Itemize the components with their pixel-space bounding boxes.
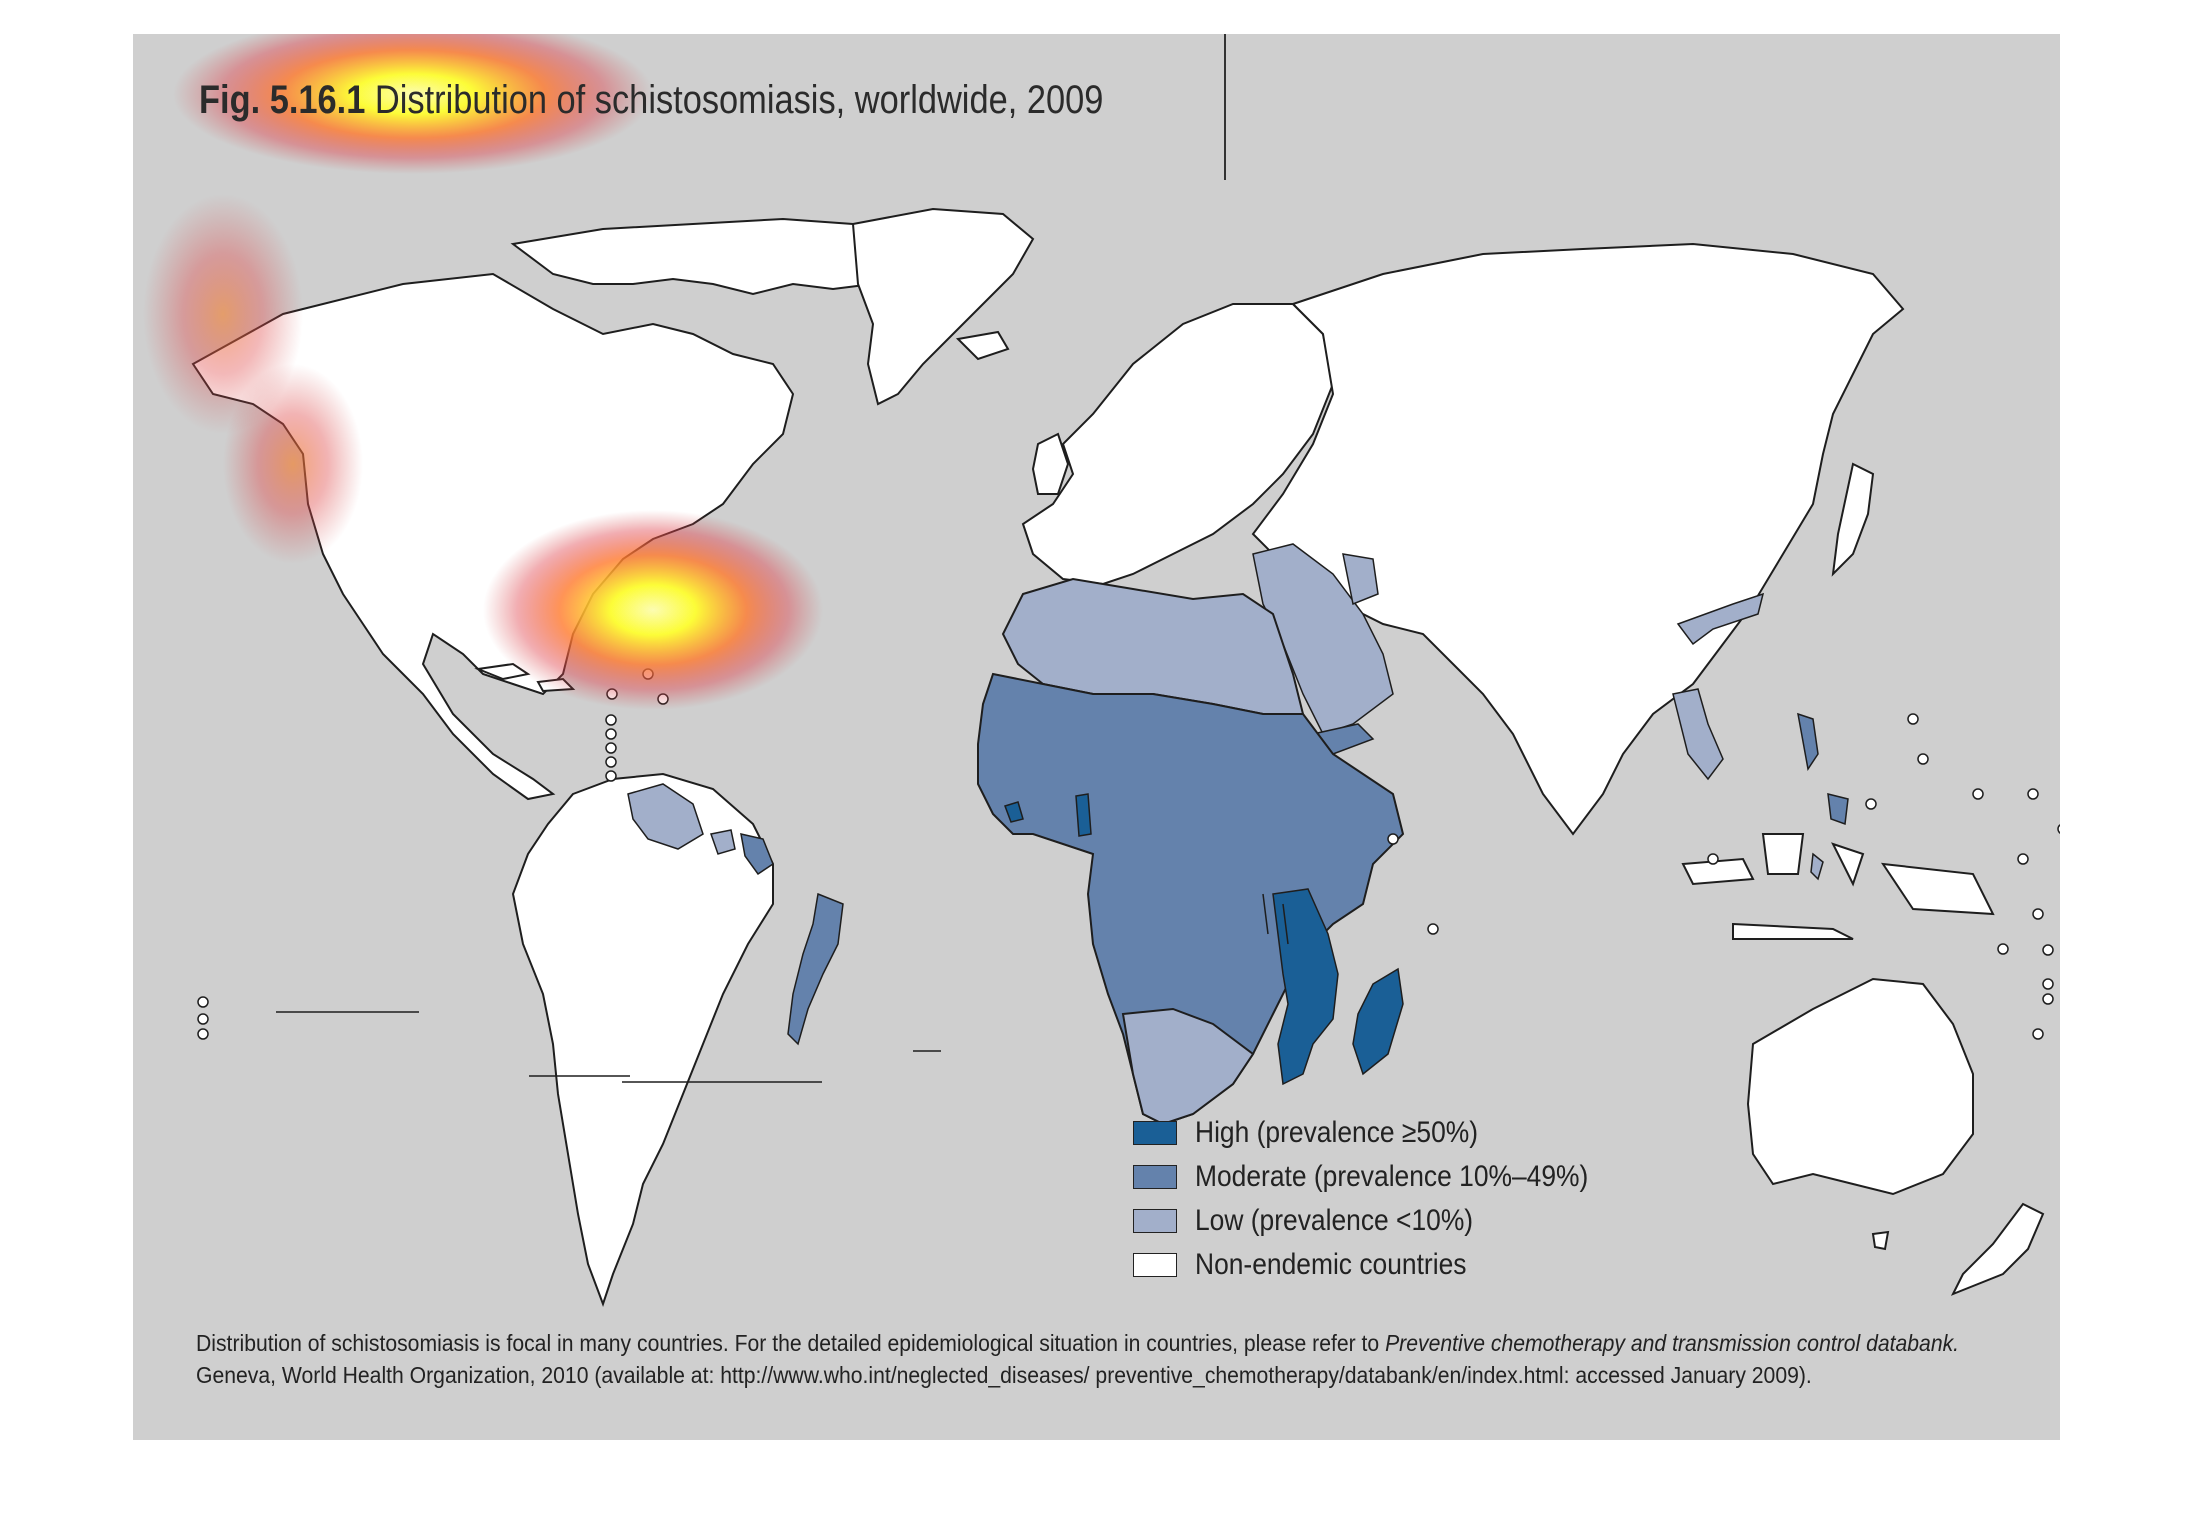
- suriname-low: [710, 829, 736, 855]
- japan: [1831, 462, 1875, 577]
- brazil-east-moderate: [787, 892, 844, 1046]
- legend-label-non-endemic: Non-endemic countries: [1195, 1248, 1467, 1281]
- legend-item-high: High (prevalence ≥50%): [1133, 1111, 1642, 1155]
- venezuela-low: [627, 783, 704, 850]
- footnote-line-1-text: Distribution of schistosomiasis is focal…: [196, 1330, 1386, 1356]
- laos-cambodia-low: [1672, 688, 1724, 781]
- map-panel: Fig. 5.16.1 Distribution of schistosomia…: [133, 34, 2060, 1440]
- legend-item-low: Low (prevalence <10%): [1133, 1199, 1642, 1243]
- philippines-moderate: [1797, 712, 1849, 826]
- sierra-leone-high: [1004, 801, 1024, 823]
- figure-title: Fig. 5.16.1 Distribution of schistosomia…: [199, 78, 1103, 123]
- canada-arctic-islands: [510, 217, 905, 296]
- tasmania: [1871, 1230, 1890, 1251]
- title-divider: [1224, 34, 1226, 180]
- figure-number: Fig. 5.16.1: [199, 78, 366, 122]
- attention-heatmap: [143, 34, 823, 710]
- legend-swatch-low: [1133, 1209, 1177, 1233]
- iceland: [955, 330, 1010, 361]
- ghana-high: [1075, 793, 1092, 837]
- south-america: [511, 772, 774, 1307]
- island-markers: [197, 668, 2060, 1040]
- map-rules: [276, 1011, 941, 1083]
- new-zealand: [1950, 1202, 2045, 1296]
- legend-swatch-non-endemic: [1133, 1253, 1177, 1277]
- africa-south-low: [1121, 1007, 1255, 1126]
- uk-ireland: [1031, 432, 1070, 495]
- australia: [1746, 977, 1974, 1196]
- legend-item-non-endemic: Non-endemic countries: [1133, 1243, 1642, 1287]
- figure-title-text: Distribution of schistosomiasis, worldwi…: [374, 78, 1104, 122]
- east-africa-high: [1272, 888, 1339, 1086]
- sulawesi-low: [1810, 852, 1824, 881]
- footnote-line-2: Geneva, World Health Organization, 2010 …: [196, 1362, 1812, 1388]
- lake-lines: [1262, 893, 1289, 945]
- footnote-databank-title: Preventive chemotherapy and transmission…: [1385, 1330, 1960, 1356]
- brazil-north-moderate: [740, 833, 774, 876]
- europe: [1021, 303, 1335, 586]
- legend-label-moderate: Moderate (prevalence 10%–49%): [1195, 1160, 1589, 1193]
- china-yangtze-low: [1676, 592, 1765, 646]
- world-map: [143, 34, 2060, 1307]
- legend-label-high: High (prevalence ≥50%): [1195, 1116, 1479, 1149]
- legend-item-moderate: Moderate (prevalence 10%–49%): [1133, 1155, 1642, 1199]
- legend-label-low: Low (prevalence <10%): [1195, 1204, 1474, 1237]
- footnote-line-1: Distribution of schistosomiasis is focal…: [196, 1327, 1959, 1359]
- madagascar-high: [1352, 967, 1404, 1076]
- map-legend: High (prevalence ≥50%) Moderate (prevale…: [1133, 1111, 1642, 1287]
- figure-footnote: Distribution of schistosomiasis is focal…: [196, 1327, 1959, 1391]
- indonesia: [1681, 833, 1995, 940]
- legend-swatch-high: [1133, 1121, 1177, 1145]
- iraq-low: [1342, 553, 1379, 606]
- legend-swatch-moderate: [1133, 1165, 1177, 1189]
- greenland: [851, 207, 1035, 406]
